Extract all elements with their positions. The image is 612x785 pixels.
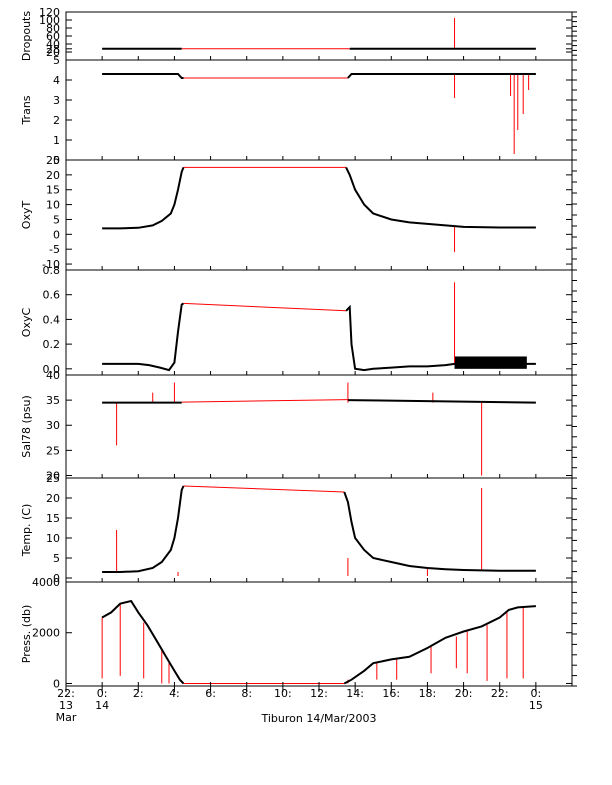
y-tick-label: 35 <box>46 394 60 407</box>
panels-group: 2028406080100120Dropouts012345Trans-10-5… <box>20 6 577 690</box>
y-tick-label: 10 <box>46 199 60 212</box>
x-tick-label-line2: 14 <box>95 699 109 712</box>
y-tick-label: 25 <box>46 154 60 167</box>
series-line <box>345 304 536 372</box>
y-tick-label: 0 <box>53 228 60 241</box>
y-axis-label: OxyT <box>20 201 33 230</box>
x-tick-label-line2: 15 <box>529 699 543 712</box>
y-tick-label: 2 <box>53 114 60 127</box>
gap-line <box>183 485 345 493</box>
y-tick-label: 0.6 <box>43 289 61 302</box>
y-tick-label: 20 <box>46 46 60 59</box>
noise-band <box>454 356 527 369</box>
x-tick-label: 22: <box>57 687 75 700</box>
y-tick-label: 40 <box>46 38 60 51</box>
y-tick-label: 5 <box>53 54 60 67</box>
y-tick-label: 60 <box>46 30 60 43</box>
y-tick-label: 0 <box>53 677 60 690</box>
x-tick-label: 22: <box>491 687 509 700</box>
y-tick-label: 120 <box>39 6 60 19</box>
y-tick-label: 100 <box>39 14 60 27</box>
series-line <box>102 485 185 573</box>
y-axis-label: Temp. (C) <box>20 504 33 558</box>
x-tick-label-line2: 13 <box>59 699 73 712</box>
y-tick-label: 2000 <box>32 627 60 640</box>
panel-3: 0.0 0.2 0.4 0.6 0.8 OxyC <box>20 264 577 376</box>
y-tick-label: 4000 <box>32 576 60 589</box>
y-tick-label: 1 <box>53 134 60 147</box>
y-tick-label: 25 <box>46 444 60 457</box>
y-axis-label: Sal78 (psu) <box>20 395 33 458</box>
y-tick-label: 40 <box>46 369 60 382</box>
x-tick-label: 6: <box>205 687 216 700</box>
panel-6: 0 2000 4000 Press. (db) <box>20 576 577 690</box>
y-tick-label: 0.0 <box>43 363 61 376</box>
y-tick-label: 5 <box>53 213 60 226</box>
series-line <box>345 166 536 229</box>
y-tick-label: 80 <box>46 22 60 35</box>
y-tick-label: 5 <box>53 552 60 565</box>
gap-line <box>183 302 347 312</box>
panel-frame <box>65 159 573 271</box>
x-tick-label: 20: <box>455 687 473 700</box>
y-tick-label: -10 <box>42 258 60 271</box>
y-tick-label: 0.8 <box>43 264 61 277</box>
x-tick-label: 8: <box>241 687 252 700</box>
y-tick-label: 0 <box>53 572 60 585</box>
x-tick-label: 0: <box>530 687 541 700</box>
y-axis-label: Trans <box>20 95 33 125</box>
x-tick-label: 14: <box>346 687 364 700</box>
y-tick-label: 0 <box>53 154 60 167</box>
y-tick-label: 0.2 <box>43 338 61 351</box>
panel-frame <box>65 11 573 61</box>
y-tick-label: 30 <box>46 419 60 432</box>
x-tick-label: 12: <box>310 687 328 700</box>
panel-1: 0 1 2 3 4 5 Trans <box>20 54 577 167</box>
figure-title: Tiburon 14/Mar/2003 <box>260 712 376 725</box>
y-tick-label: 25 <box>46 472 60 485</box>
series-line <box>102 73 184 79</box>
panel-2: -10 -5 0 510 15 20 25 OxyT <box>20 154 577 271</box>
panel-frame <box>65 581 573 687</box>
y-tick-label: 20 <box>46 469 60 482</box>
y-tick-label: 3 <box>53 94 60 107</box>
y-tick-label: 4 <box>53 74 60 87</box>
y-axis-label: Dropouts <box>20 11 33 61</box>
y-tick-label: 10 <box>46 532 60 545</box>
x-tick-label: 2: <box>133 687 144 700</box>
series-line <box>347 399 536 404</box>
y-tick-label: 15 <box>46 184 60 197</box>
y-tick-label: 20 <box>46 492 60 505</box>
series-line <box>102 167 185 230</box>
x-tick-label: 18: <box>419 687 437 700</box>
series-line <box>343 491 536 572</box>
series-line <box>101 599 185 685</box>
x-tick-label-line3: Mar <box>56 711 77 724</box>
panel-frame <box>65 477 573 583</box>
x-tick-label: 4: <box>169 687 180 700</box>
y-tick-label: 28 <box>46 43 60 56</box>
y-axis-label: Press. (db) <box>20 605 33 664</box>
series-line <box>102 302 185 372</box>
panel-frame <box>65 374 573 479</box>
series-line <box>347 73 536 79</box>
y-tick-label: 20 <box>46 169 60 182</box>
gap-line <box>181 399 348 403</box>
series-line <box>343 605 536 685</box>
y-tick-label: -5 <box>49 243 60 256</box>
x-tick-label: 16: <box>382 687 400 700</box>
y-tick-label: 15 <box>46 512 60 525</box>
x-tick-label: 10: <box>274 687 292 700</box>
y-axis-label: OxyC <box>20 308 33 338</box>
x-tick-label: 0: <box>97 687 108 700</box>
y-tick-label: 0.4 <box>43 313 61 326</box>
